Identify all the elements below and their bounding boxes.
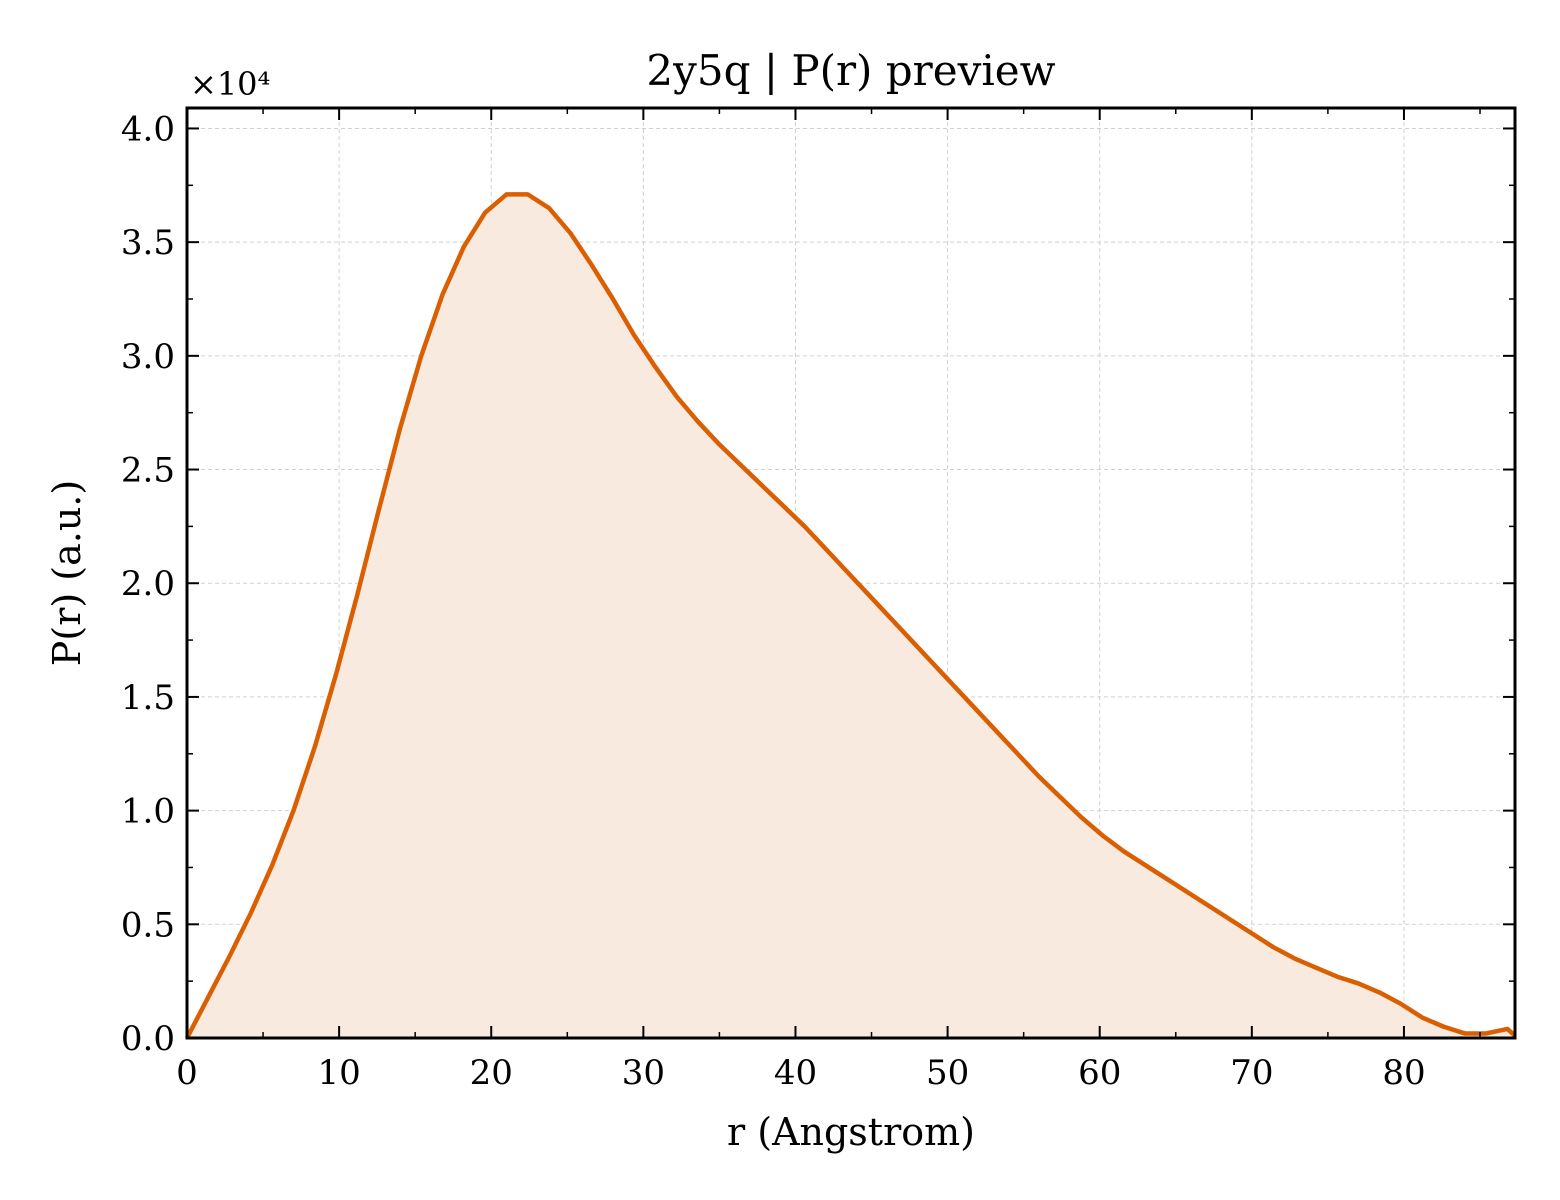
y-axis-multiplier: ×10⁴ — [190, 65, 270, 103]
y-axis-label: P(r) (a.u.) — [45, 480, 89, 666]
x-tick-label: 30 — [622, 1053, 665, 1093]
x-tick-label: 40 — [774, 1053, 817, 1093]
y-tick-label: 3.5 — [121, 223, 175, 263]
y-tick-label: 4.0 — [121, 109, 175, 149]
y-tick-label: 2.0 — [121, 564, 175, 604]
y-tick-label: 0.0 — [121, 1019, 175, 1059]
chart-title: 2y5q | P(r) preview — [646, 46, 1055, 95]
x-tick-label: 10 — [317, 1053, 360, 1093]
data-line — [185, 192, 1517, 1040]
x-tick-label: 50 — [926, 1053, 969, 1093]
x-tick-label: 60 — [1078, 1053, 1121, 1093]
area-fill — [187, 194, 1515, 1038]
x-tick-label: 0 — [176, 1053, 198, 1093]
ticks — [186, 108, 1515, 1039]
tick-labels: 0 10 20 30 40 50 60 70 80 0.0 0.5 1.0 1.5 2.0 2.5 3.0 3.… — [121, 109, 1426, 1093]
x-tick-label: 70 — [1230, 1053, 1273, 1093]
y-tick-label: 2.5 — [121, 451, 175, 491]
y-tick-label: 1.0 — [121, 792, 175, 832]
plot-frame — [185, 106, 1517, 1040]
y-tick-label: 1.5 — [121, 678, 175, 718]
y-tick-label: 3.0 — [121, 337, 175, 377]
x-tick-label: 20 — [470, 1053, 513, 1093]
y-tick-label: 0.5 — [121, 905, 175, 945]
x-tick-label: 80 — [1382, 1053, 1425, 1093]
x-axis-label: r (Angstrom) — [727, 1110, 975, 1154]
